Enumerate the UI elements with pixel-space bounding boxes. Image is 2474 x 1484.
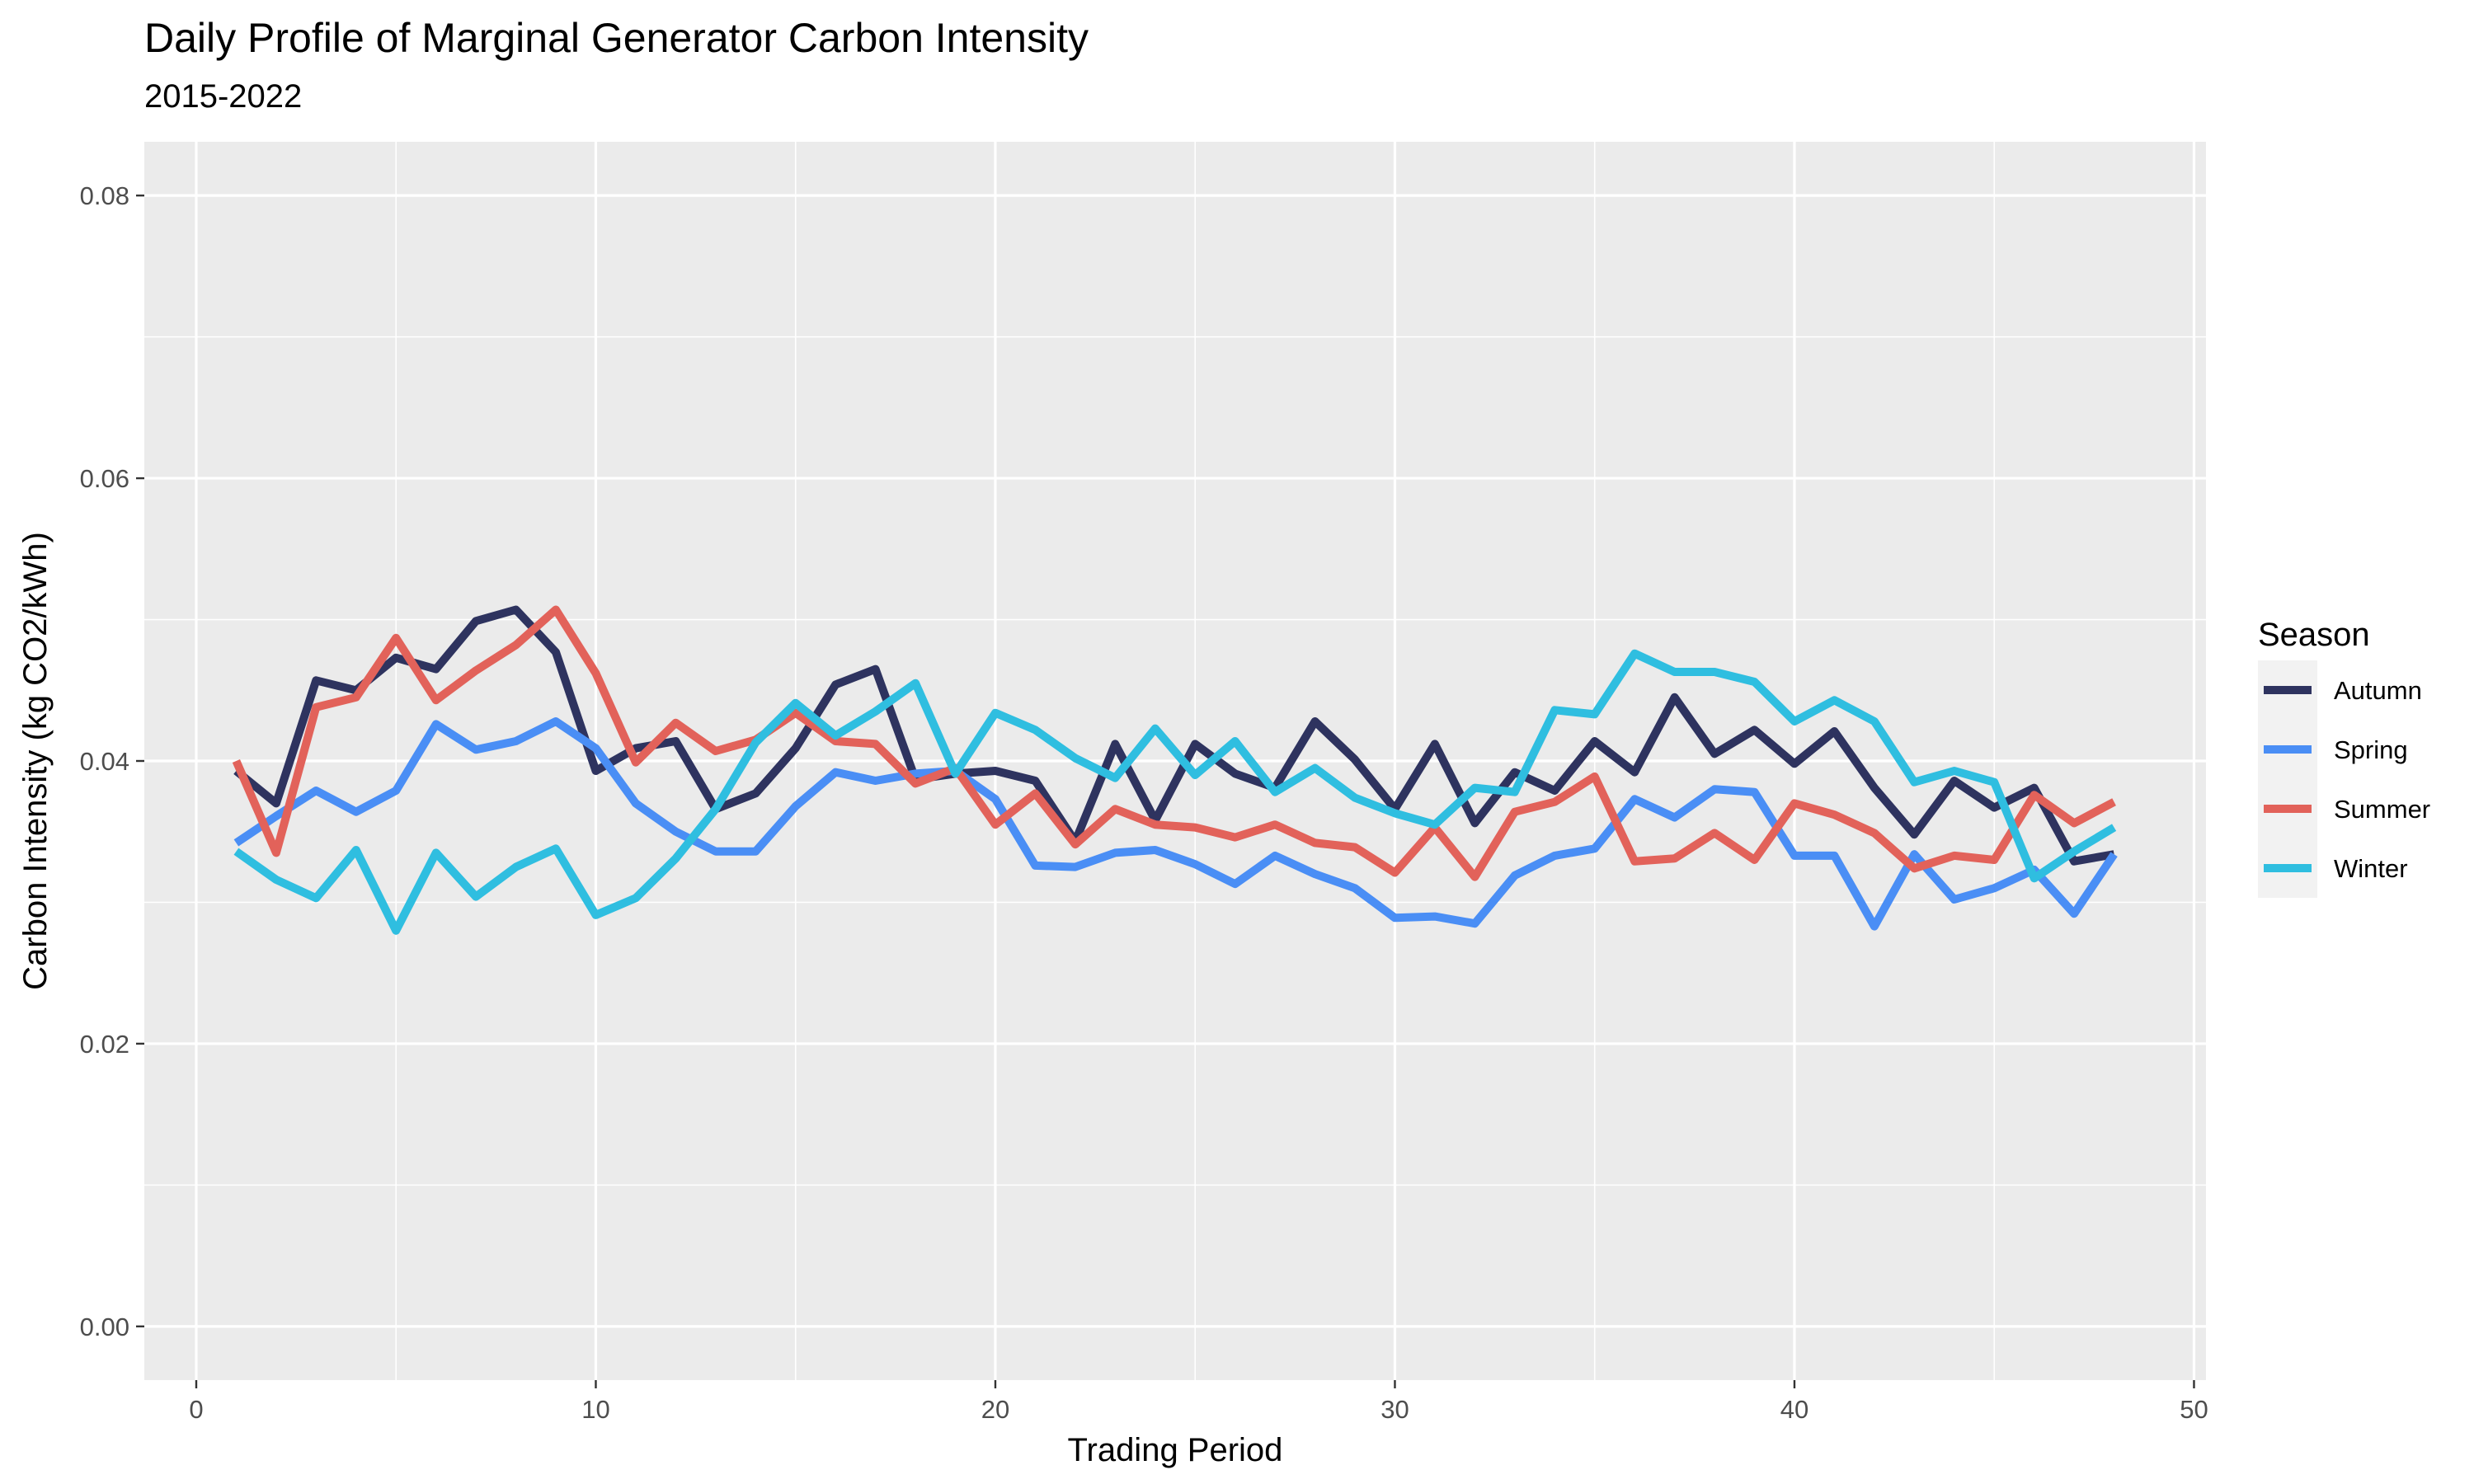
x-axis-title: Trading Period [1068,1432,1283,1468]
legend: Season Autumn Spring Summer Winter [2258,617,2430,898]
legend-item-autumn: Autumn [2258,660,2422,720]
chart-title: Daily Profile of Marginal Generator Carb… [144,15,1089,61]
x-tick-label: 10 [581,1395,609,1424]
series-line-winter [233,649,2117,935]
series-line-autumn [233,605,2115,866]
series-lines [232,605,2118,935]
y-tick-label: 0.08 [80,181,129,210]
legend-label: Autumn [2334,676,2422,705]
series-line-summer [232,605,2116,881]
legend-label: Summer [2334,795,2430,824]
series-line-spring [233,717,2118,931]
y-axis-title: Carbon Intensity (kg CO2/kWh) [17,532,54,990]
legend-item-winter: Winter [2258,838,2408,898]
y-tick-label: 0.00 [80,1313,129,1341]
x-tick-label: 20 [981,1395,1009,1424]
x-tick-label: 50 [2180,1395,2208,1424]
legend-label: Winter [2334,854,2408,883]
legend-label: Spring [2334,735,2408,764]
legend-item-summer: Summer [2258,779,2430,838]
legend-items: Autumn Spring Summer Winter [2258,660,2430,898]
y-tick-label: 0.04 [80,747,129,776]
x-axis: 0 10 20 30 40 50 [189,1380,2208,1424]
legend-item-spring: Spring [2258,720,2408,779]
y-axis: 0.00 0.02 0.04 0.06 0.08 [80,181,144,1341]
x-tick-label: 0 [189,1395,203,1424]
y-tick-label: 0.06 [80,464,129,493]
legend-title: Season [2258,617,2370,653]
y-tick-label: 0.02 [80,1030,129,1059]
chart-subtitle: 2015-2022 [144,78,302,115]
x-tick-label: 40 [1780,1395,1808,1424]
x-tick-label: 30 [1380,1395,1409,1424]
